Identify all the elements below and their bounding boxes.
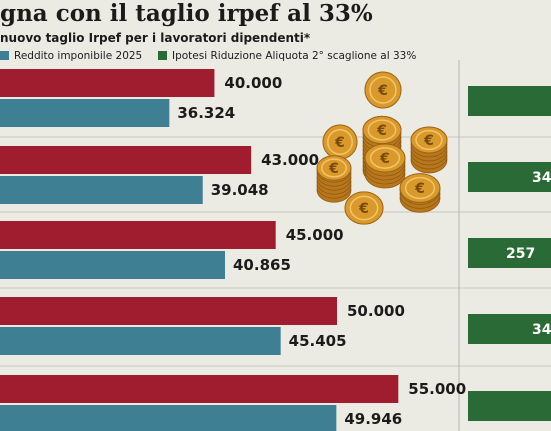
saving-box-2 <box>468 162 551 192</box>
legend-swatch-riduzione <box>158 51 167 60</box>
euro-symbol-icon: € <box>414 181 425 197</box>
saving-label-4: 34 <box>532 322 551 338</box>
legend-swatch-reddito <box>0 51 9 60</box>
bar-taxable-label-5: 49.946 <box>344 410 402 428</box>
coin-rim <box>415 129 443 151</box>
coin-rim <box>369 147 401 169</box>
coin-rim <box>369 76 397 104</box>
euro-coin-1: € <box>364 71 402 109</box>
saving-box-3 <box>468 238 551 268</box>
euro-symbol-icon: € <box>358 201 369 217</box>
legend-label-reddito: Reddito imponibile 2025 <box>14 50 143 62</box>
euro-coin-8: € <box>344 191 384 225</box>
euro-symbol-icon: € <box>379 151 390 167</box>
chart-subtitle: nuovo taglio Irpef per i lavoratori dipe… <box>0 31 311 45</box>
euro-coin-7: € <box>399 173 441 213</box>
saving-label-2: 34 <box>532 170 551 186</box>
bar-gross-1 <box>0 69 215 97</box>
euro-symbol-icon: € <box>423 133 434 149</box>
bar-gross-5 <box>0 375 399 403</box>
bar-gross-label-4: 50.000 <box>347 302 405 320</box>
bar-taxable-label-4: 45.405 <box>289 332 347 350</box>
saving-box-4 <box>468 314 551 344</box>
bar-gross-label-5: 55.000 <box>408 380 466 398</box>
euro-symbol-icon: € <box>328 161 339 177</box>
bar-gross-label-2: 43.000 <box>261 151 319 169</box>
coin-rim <box>404 176 436 200</box>
bar-gross-label-3: 45.000 <box>286 226 344 244</box>
euro-coin-3: € <box>322 124 358 160</box>
coin-rim <box>367 119 397 141</box>
euro-symbol-icon: € <box>377 83 388 99</box>
bar-taxable-1 <box>0 99 170 127</box>
bar-taxable-label-3: 40.865 <box>233 256 291 274</box>
saving-box-1 <box>468 86 551 116</box>
saving-box-5 <box>468 391 551 421</box>
bar-taxable-4 <box>0 327 281 355</box>
coin-rim <box>321 158 347 178</box>
legend-item-reddito: Reddito imponibile 2025 <box>0 49 142 63</box>
euro-coins-stack-icon: € € € € € € € € <box>316 71 448 225</box>
euro-coin-4: € <box>410 126 448 174</box>
bar-gross-label-1: 40.000 <box>224 74 282 92</box>
bar-gross-4 <box>0 297 337 325</box>
legend-item-riduzione: Ipotesi Riduzione Aliquota 2° scaglione … <box>158 49 416 63</box>
legend-label-riduzione: Ipotesi Riduzione Aliquota 2° scaglione … <box>172 50 417 62</box>
coin-rim <box>349 195 379 221</box>
euro-symbol-icon: € <box>334 135 345 151</box>
euro-symbol-icon: € <box>376 123 387 139</box>
bar-taxable-label-2: 39.048 <box>211 181 269 199</box>
bar-gross-3 <box>0 221 276 249</box>
bar-taxable-3 <box>0 251 226 279</box>
coin-rim <box>327 129 353 155</box>
bar-taxable-label-1: 36.324 <box>177 104 235 122</box>
chart-title: gna con il taglio irpef al 33% <box>0 0 373 27</box>
euro-coin-6: € <box>364 143 406 189</box>
euro-coin-5: € <box>316 155 352 203</box>
bar-taxable-2 <box>0 176 203 204</box>
chart-legend: Reddito imponibile 2025 Ipotesi Riduzion… <box>0 49 551 63</box>
saving-label-3: 257 <box>506 246 535 262</box>
bar-gross-2 <box>0 146 252 174</box>
bar-taxable-5 <box>0 405 337 431</box>
